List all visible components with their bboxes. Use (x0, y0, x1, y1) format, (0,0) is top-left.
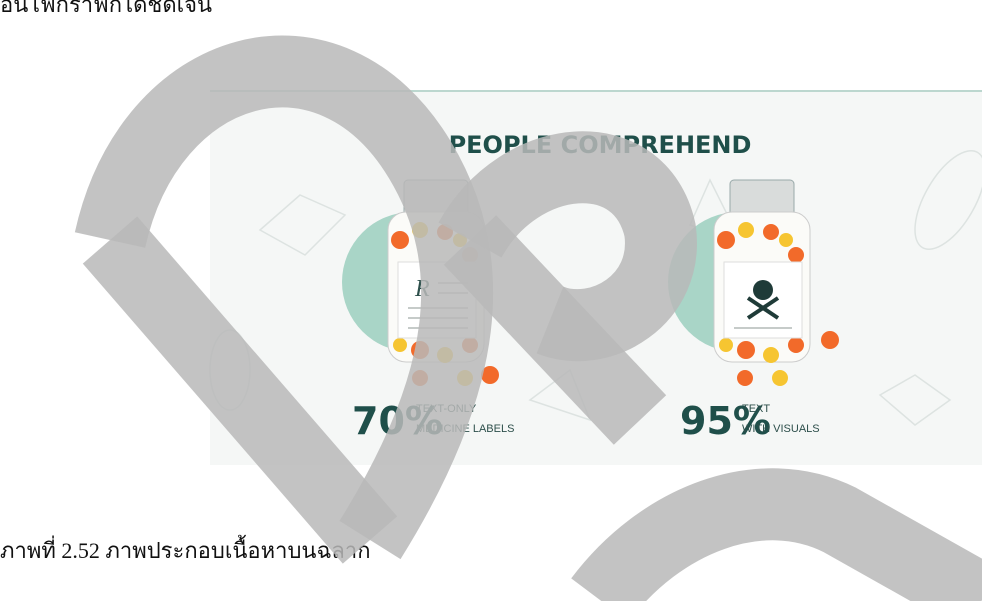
label-line: WITH VISUALS (742, 423, 820, 435)
page: อินโฟกราฟิกได้ชัดเจน PEOPLE COMPREHEND R (0, 0, 982, 601)
label-line: TEXT (742, 403, 770, 415)
document: อินโฟกราฟิกได้ชัดเจน PEOPLE COMPREHEND R (0, 0, 982, 601)
header-text: อินโฟกราฟิกได้ชัดเจน (0, 0, 212, 17)
caption: ภาพที่ 2.52 ภาพประกอบเนื้อหาบนฉลาก (0, 535, 371, 563)
